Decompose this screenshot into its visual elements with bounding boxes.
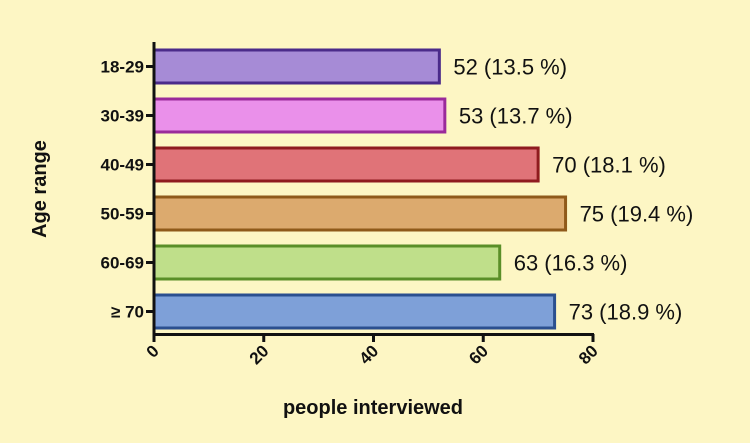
- x-tick-label: 0: [143, 341, 163, 361]
- bar-5: [152, 293, 557, 330]
- data-label: 73 (18.9 %): [569, 300, 683, 325]
- data-label: 53 (13.7 %): [459, 104, 573, 129]
- y-tick-label: 50-59: [101, 205, 144, 224]
- y-tick-label: ≥ 70: [111, 303, 144, 322]
- bar-1: [152, 97, 447, 134]
- bar-3: [152, 195, 568, 232]
- data-label: 75 (19.4 %): [580, 202, 694, 227]
- y-tick-label: 60-69: [101, 254, 144, 273]
- x-axis-title: people interviewed: [283, 397, 463, 419]
- x-tick-label: 40: [356, 341, 383, 368]
- y-axis-title: Age range: [29, 140, 51, 238]
- y-tick-label: 18-29: [101, 58, 144, 77]
- x-tick-label: 80: [575, 341, 602, 368]
- y-tick-label: 40-49: [101, 156, 144, 175]
- bar-0: [152, 48, 441, 85]
- x-tick-label: 60: [465, 341, 492, 368]
- bar-4: [152, 244, 502, 281]
- y-tick-label: 30-39: [101, 107, 144, 126]
- data-label: 52 (13.5 %): [453, 55, 567, 80]
- bar-2: [152, 146, 540, 183]
- data-label: 63 (16.3 %): [514, 251, 628, 276]
- data-label: 70 (18.1 %): [552, 153, 666, 178]
- x-tick-label: 20: [246, 341, 273, 368]
